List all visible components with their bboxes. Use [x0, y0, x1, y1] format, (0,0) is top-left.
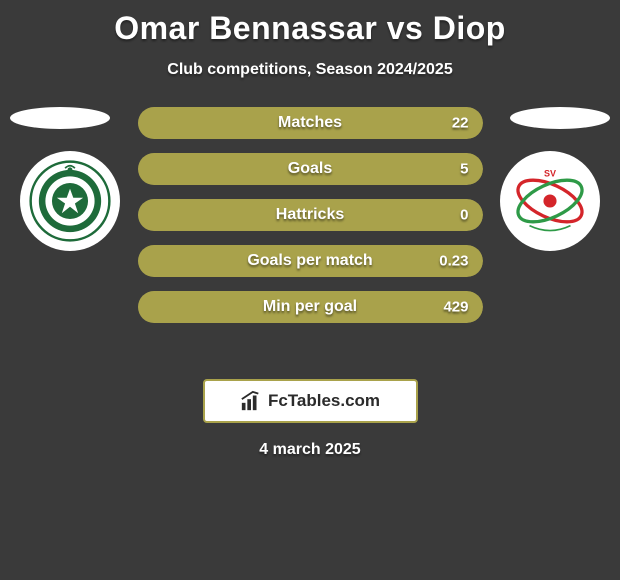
stat-bar: Goals 5 [138, 153, 483, 185]
stat-value-right: 22 [452, 115, 469, 132]
stat-label: Matches [278, 114, 342, 132]
stat-label: Min per goal [263, 298, 357, 316]
zulte-waregem-icon: SV [509, 160, 591, 242]
brand-label: FcTables.com [268, 391, 380, 411]
page-title: Omar Bennassar vs Diop [0, 0, 620, 47]
date-label: 4 march 2025 [0, 441, 620, 459]
stat-value-right: 429 [443, 299, 468, 316]
player-left-avatar-slot [10, 107, 110, 129]
stat-label: Goals per match [247, 252, 372, 270]
player-right-avatar-slot [510, 107, 610, 129]
club-logo-right: SV [500, 151, 600, 251]
stat-label: Hattricks [276, 206, 344, 224]
stat-value-right: 0 [460, 207, 468, 224]
stat-rows: Matches 22 Goals 5 Hattricks 0 Goals per match… [138, 107, 483, 323]
stat-bar: Matches 22 [138, 107, 483, 139]
club-logo-left [20, 151, 120, 251]
comparison-panel: SV Matches 22 Goals 5 Hattricks 0 Goals per ma… [0, 107, 620, 357]
chart-icon [240, 390, 262, 412]
lommel-united-icon [29, 160, 111, 242]
stat-bar: Min per goal 429 [138, 291, 483, 323]
brand-box: FcTables.com [203, 379, 418, 423]
stat-value-right: 5 [460, 161, 468, 178]
stat-label: Goals [288, 160, 332, 178]
svg-text:SV: SV [544, 168, 556, 178]
subtitle: Club competitions, Season 2024/2025 [0, 61, 620, 79]
stat-bar: Goals per match 0.23 [138, 245, 483, 277]
stat-value-right: 0.23 [439, 253, 468, 270]
stat-bar: Hattricks 0 [138, 199, 483, 231]
